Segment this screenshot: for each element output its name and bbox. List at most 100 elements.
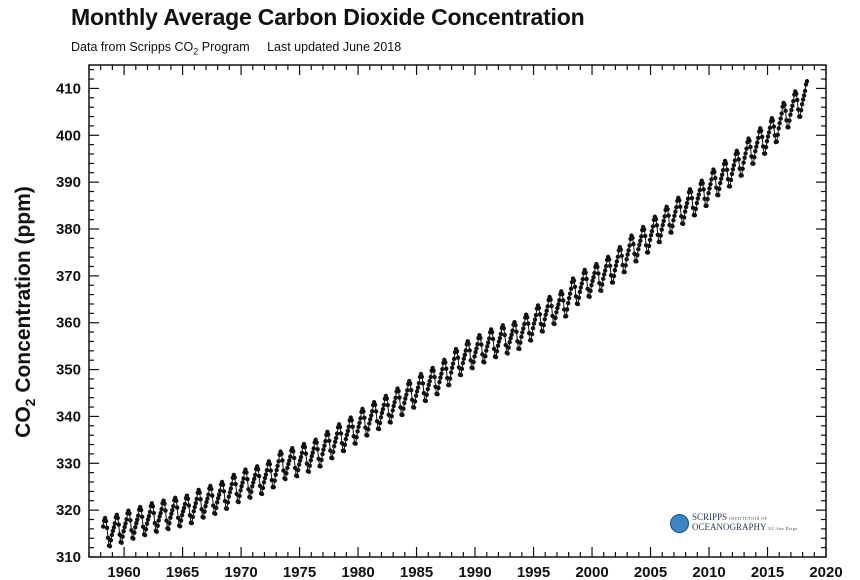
data-point	[197, 490, 202, 495]
x-tick-label: 2015	[751, 564, 784, 580]
data-point	[659, 227, 664, 232]
data-point	[717, 186, 722, 192]
globe-icon	[670, 513, 689, 533]
data-point	[237, 493, 242, 499]
data-point	[483, 354, 488, 359]
data-point	[623, 263, 628, 268]
data-point	[190, 514, 196, 520]
data-point	[369, 409, 375, 414]
data-point	[377, 420, 383, 426]
data-point	[564, 307, 570, 312]
data-point	[778, 116, 783, 121]
data-point	[131, 536, 136, 541]
data-point	[186, 503, 192, 508]
data-point	[180, 509, 186, 514]
data-point	[146, 513, 152, 519]
data-point	[298, 454, 304, 460]
data-point	[607, 263, 613, 269]
x-tick-label: 2010	[692, 564, 725, 580]
data-point	[719, 172, 725, 177]
data-point	[688, 189, 694, 195]
data-point	[439, 371, 444, 376]
data-point	[716, 193, 721, 198]
data-point	[706, 190, 711, 196]
data-point	[514, 329, 519, 334]
data-point	[210, 493, 215, 498]
data-point	[354, 435, 359, 440]
data-point	[759, 134, 765, 140]
data-point	[740, 166, 745, 171]
data-point	[168, 515, 173, 520]
data-point	[671, 218, 676, 223]
data-point	[577, 289, 583, 295]
data-point	[658, 233, 663, 238]
data-point	[127, 511, 132, 516]
data-point	[440, 367, 445, 372]
data-point	[174, 498, 179, 504]
data-point	[766, 130, 772, 135]
data-point	[530, 325, 536, 331]
data-point	[639, 234, 644, 239]
data-point	[338, 431, 344, 436]
data-point	[215, 496, 221, 501]
chart-title: Monthly Average Carbon Dioxide Concentra…	[71, 4, 585, 30]
data-point	[531, 321, 537, 326]
data-point	[521, 326, 526, 331]
data-point	[666, 213, 671, 218]
data-point	[783, 108, 788, 113]
data-point	[473, 349, 478, 355]
data-point	[330, 455, 335, 461]
data-point	[372, 402, 378, 408]
data-point	[423, 398, 429, 404]
data-point	[568, 286, 574, 292]
data-point	[678, 204, 683, 209]
data-point	[494, 348, 500, 354]
data-point	[541, 322, 546, 328]
data-point	[263, 472, 269, 477]
data-point	[432, 374, 437, 380]
data-point	[518, 340, 523, 345]
data-point	[224, 506, 230, 511]
data-point	[246, 487, 251, 492]
data-point	[587, 294, 592, 300]
data-point	[299, 450, 305, 455]
data-point	[680, 221, 686, 226]
data-point	[437, 379, 442, 385]
logo-line2-small: UC San Diego	[768, 526, 798, 531]
data-point	[762, 151, 768, 156]
data-point	[493, 354, 499, 360]
data-point	[641, 227, 647, 232]
data-point	[274, 467, 279, 473]
data-point	[654, 223, 660, 228]
data-point	[540, 329, 546, 334]
data-point	[100, 524, 106, 529]
data-point	[578, 285, 584, 290]
data-point	[753, 149, 758, 154]
data-point	[323, 439, 328, 444]
data-point	[482, 360, 487, 365]
data-point	[622, 269, 627, 275]
data-point	[414, 389, 420, 394]
data-point	[533, 312, 539, 318]
data-point	[669, 230, 674, 235]
data-point	[537, 312, 543, 317]
data-point	[642, 233, 648, 239]
data-point	[229, 481, 235, 487]
data-point	[310, 450, 315, 455]
data-point	[801, 93, 807, 98]
data-point	[723, 161, 729, 166]
data-point	[143, 526, 149, 532]
data-point	[700, 181, 705, 186]
data-point	[122, 524, 127, 530]
data-point	[576, 295, 582, 300]
data-point	[350, 424, 355, 429]
data-point	[602, 272, 607, 277]
data-point	[529, 331, 535, 337]
data-point	[572, 284, 578, 289]
data-point	[179, 513, 185, 518]
logo-line2: OCEANOGRAPHY	[692, 522, 767, 532]
data-point	[431, 368, 436, 373]
data-point	[104, 525, 110, 531]
data-point	[736, 157, 741, 162]
data-point	[625, 252, 630, 257]
